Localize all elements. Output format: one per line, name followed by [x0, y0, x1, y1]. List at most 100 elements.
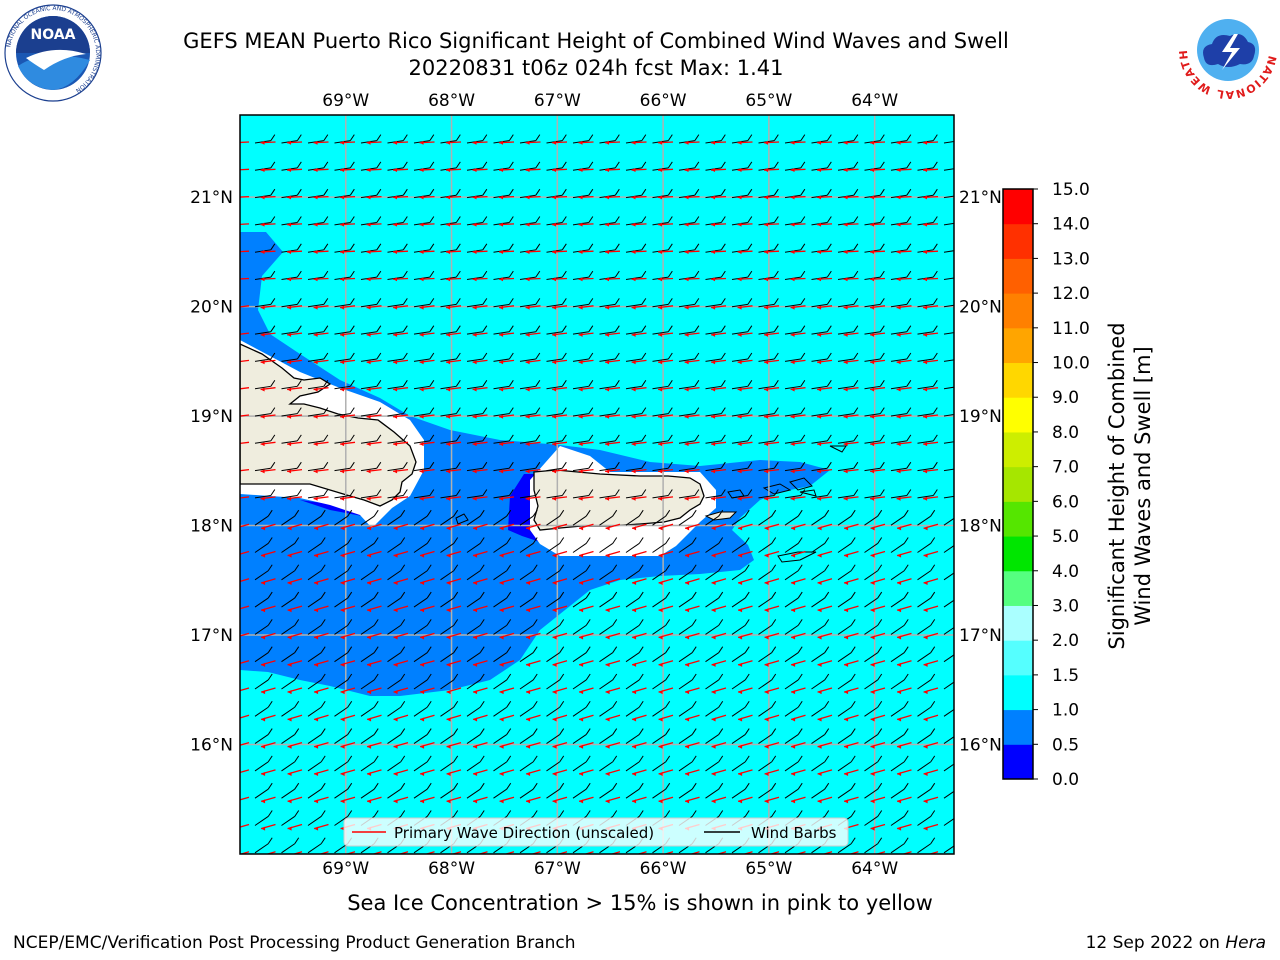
wave-arrow-head: [446, 744, 451, 749]
wind-barb: [625, 570, 640, 581]
wave-arrow-head: [870, 744, 875, 749]
wind-barb-flag: [638, 728, 644, 735]
wind-barb-flag: [773, 461, 779, 469]
map-legend: Primary Wave Direction (unscaled) Wind B…: [343, 817, 849, 847]
wind-barb: [360, 515, 375, 526]
colorbar-swatch: [1003, 640, 1033, 676]
wind-barb-flag: [320, 673, 326, 681]
wind-barb-flag: [270, 134, 276, 141]
wind-barb-flag: [535, 298, 541, 305]
wave-arrow-head: [605, 249, 610, 254]
wind-barb-flag: [957, 756, 961, 762]
wave-arrow-head: [472, 305, 477, 310]
wind-barb-flag: [323, 380, 329, 387]
wind-barb: [281, 652, 295, 663]
wind-barb-flag: [585, 591, 591, 599]
wind-barb-flag: [614, 489, 620, 496]
wind-barb-flag: [773, 298, 779, 305]
wave-arrow: [240, 496, 250, 499]
wind-barb-flag: [718, 755, 724, 763]
wave-arrow-head: [393, 496, 398, 501]
wind-barb: [731, 515, 746, 526]
wind-barb-flag: [800, 434, 806, 442]
wind-barb-flag: [479, 509, 485, 517]
wind-barb-flag: [744, 564, 750, 572]
wave-arrow-head: [870, 387, 875, 392]
wave-arrow-head: [446, 580, 451, 585]
wave-arrow-head: [393, 580, 398, 585]
wave-arrow-head: [499, 305, 504, 310]
wind-barb-flag: [879, 352, 885, 360]
wind-barb-flag: [506, 728, 512, 735]
wind-barb-flag: [665, 537, 671, 544]
wind-barb-flag: [718, 509, 724, 517]
wave-arrow-head: [313, 168, 318, 173]
wind-barb-flag: [826, 134, 832, 141]
wave-arrow-head: [658, 249, 663, 254]
wind-barb-flag: [270, 161, 276, 169]
wind-barb: [413, 624, 428, 635]
wave-arrow-head: [314, 690, 319, 695]
wind-barb-flag: [588, 134, 594, 141]
wind-barb: [943, 572, 954, 581]
wind-barb-flag: [294, 837, 300, 845]
wave-arrow-head: [923, 277, 928, 282]
wind-barb-flag: [850, 537, 856, 544]
wave-arrow-head: [658, 305, 663, 310]
wave-arrow-head: [446, 717, 451, 722]
wind-barb-flag: [482, 407, 488, 414]
wave-arrow-head: [314, 799, 319, 804]
wave-arrow-head: [313, 222, 318, 227]
wind-barb-flag: [400, 591, 406, 599]
wind-barb: [890, 543, 905, 553]
wind-barb-flag: [691, 619, 697, 626]
wind-barb-flag: [373, 673, 379, 681]
wind-barb: [811, 385, 828, 390]
wind-barb-flag: [429, 380, 435, 387]
wind-barb-flag: [957, 701, 961, 707]
wave-arrow: [240, 305, 250, 308]
wave-arrow-head: [791, 799, 796, 804]
colorbar-tick-label: 1.5: [1052, 666, 1079, 686]
wave-arrow-head: [711, 662, 716, 667]
wave-arrow-head: [446, 526, 451, 531]
wave-arrow-head: [870, 140, 875, 145]
wave-arrow-head: [817, 277, 822, 282]
wind-barb-flag: [267, 619, 273, 626]
wind-barb-flag: [906, 188, 912, 196]
wind-barb: [466, 385, 483, 390]
wind-barb: [440, 440, 457, 444]
wind-barb: [917, 843, 931, 854]
wave-arrow-head: [552, 195, 557, 200]
colorbar-tick-label: 13.0: [1052, 249, 1090, 269]
wind-barb: [360, 413, 377, 417]
wind-barb-flag: [853, 489, 859, 496]
nws-logo: NATIONAL WEATHER SERVICE: [1173, 0, 1278, 104]
wave-arrow-head: [844, 608, 849, 613]
noaa-logo: NATIONAL OCEANIC AND ATMOSPHERIC ADMINIS…: [4, 4, 102, 106]
wave-arrow-head: [340, 360, 345, 365]
wind-barb: [731, 679, 746, 690]
footer-branch: NCEP/EMC/Verification Post Processing Pr…: [13, 933, 576, 953]
wind-barb-flag: [641, 134, 647, 141]
wind-barb: [387, 679, 401, 690]
wave-arrow-head: [790, 332, 795, 337]
wave-arrow-head: [870, 414, 875, 419]
wind-barb-flag: [932, 380, 938, 387]
wave-arrow-head: [896, 140, 901, 145]
wave-arrow-head: [393, 635, 398, 640]
wind-barb-flag: [429, 270, 435, 278]
wind-barb-flag: [771, 591, 777, 599]
wind-barb-flag: [349, 216, 355, 223]
wave-arrow-head: [367, 717, 372, 722]
wave-arrow-head: [737, 442, 742, 447]
wind-barb: [917, 570, 931, 581]
wind-barb-flag: [747, 489, 753, 496]
wind-barb-flag: [614, 270, 620, 278]
wave-arrow-head: [234, 415, 238, 419]
wind-barb: [307, 816, 322, 826]
wave-arrow-head: [764, 799, 769, 804]
wind-barb-flag: [614, 243, 620, 251]
wave-arrow-head: [631, 140, 636, 145]
wind-barb-flag: [877, 564, 883, 572]
